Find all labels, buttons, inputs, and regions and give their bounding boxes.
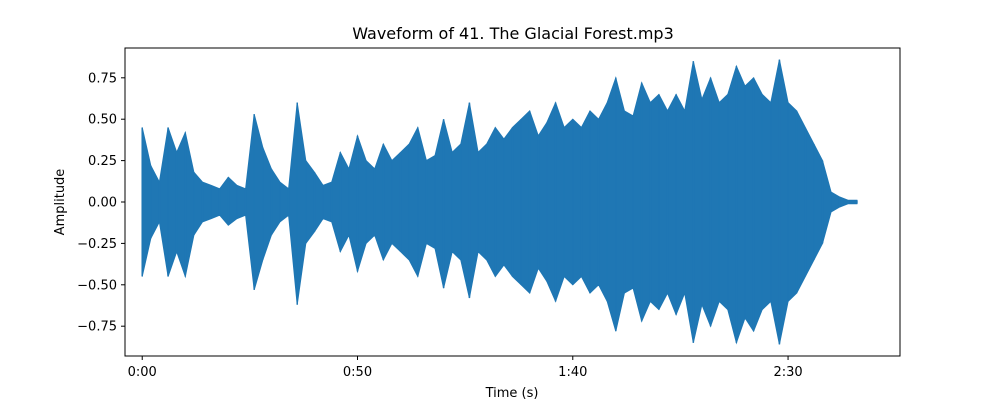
plot-area xyxy=(141,59,858,345)
waveform-series-0 xyxy=(141,59,858,345)
y-axis: −0.75 −0.50 −0.25 0.00 0.25 0.50 0.75 xyxy=(77,71,125,335)
y-tick-label: −0.50 xyxy=(77,278,117,293)
x-axis: 0:00 0:50 1:40 2:30 xyxy=(128,356,803,380)
y-axis-label: Amplitude xyxy=(53,169,68,236)
x-axis-label: Time (s) xyxy=(485,386,539,400)
y-tick-label: 0.00 xyxy=(88,196,117,211)
x-tick-label: 2:30 xyxy=(773,365,802,380)
y-tick-label: 0.50 xyxy=(88,113,117,128)
y-tick-label: 0.75 xyxy=(88,71,117,86)
x-tick-label: 0:00 xyxy=(128,365,157,380)
x-tick-label: 1:40 xyxy=(558,365,587,380)
chart-title: Waveform of 41. The Glacial Forest.mp3 xyxy=(352,24,674,43)
y-tick-label: −0.25 xyxy=(77,237,117,252)
x-tick-label: 0:50 xyxy=(343,365,372,380)
y-tick-label: −0.75 xyxy=(77,320,117,335)
y-tick-label: 0.25 xyxy=(88,154,117,169)
